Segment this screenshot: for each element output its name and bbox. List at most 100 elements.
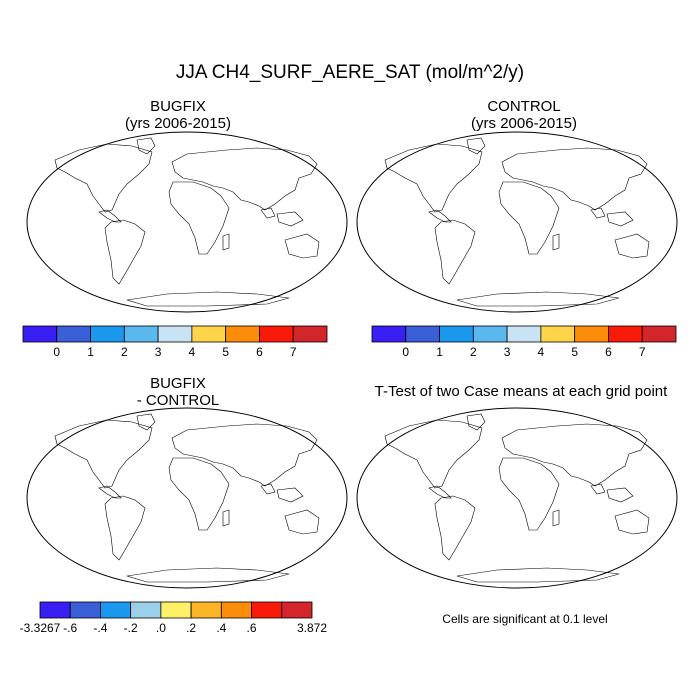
bugfix-colorbar-swatch — [157, 325, 193, 343]
control-field-cell — [557, 170, 563, 175]
diff-field-cell — [218, 454, 224, 458]
diff-colorbar-swatch — [39, 601, 71, 619]
diff-field-patch — [75, 442, 99, 454]
control-colorbar-tick-label: 4 — [538, 345, 545, 359]
bugfix-field-cell — [275, 187, 281, 191]
significance-note: Cells are significant at 0.1 level — [442, 612, 608, 626]
bugfix-field-cell — [289, 248, 294, 253]
bugfix-field-cell — [202, 161, 209, 164]
significant-cell — [513, 441, 519, 445]
bugfix-field-cell — [115, 232, 123, 237]
diff-field-cell — [125, 529, 133, 534]
ttest-coastline — [384, 413, 650, 583]
control-colorbar-swatch — [506, 325, 542, 343]
diff-field-cell — [114, 529, 122, 532]
control-field-cell — [522, 227, 528, 232]
diff-field-cell — [290, 452, 295, 455]
control-field-cell — [591, 195, 597, 200]
significant-cell — [469, 519, 475, 523]
significant-cell — [524, 442, 528, 446]
bugfix-title: BUGFIX — [150, 98, 206, 115]
bugfix-colorbar-tick-label: 6 — [256, 345, 263, 359]
control-field-patch — [405, 149, 449, 167]
significant-cell — [443, 432, 448, 436]
control-field-patch — [589, 174, 605, 198]
control-field-cell — [544, 175, 548, 179]
control-coastline — [384, 137, 650, 307]
diff-field-patch — [225, 432, 281, 456]
bugfix-colorbar-swatch — [225, 325, 260, 343]
bugfix-field-cell — [92, 170, 96, 174]
control-field-patch — [609, 236, 629, 252]
bugfix-field-patch — [279, 236, 299, 252]
diff-field-cell — [192, 439, 200, 442]
significant-cell — [451, 513, 457, 517]
significant-cell — [532, 474, 536, 478]
significant-cell — [459, 508, 464, 513]
significant-cell — [438, 426, 443, 431]
ttest-significance-layer — [419, 424, 629, 537]
diff-field-patch — [281, 510, 305, 526]
bugfix-field-cell — [285, 158, 292, 162]
significant-cell — [460, 501, 466, 504]
significant-cell — [592, 457, 596, 461]
control-field-cell — [521, 163, 526, 169]
diff-field-patch — [175, 436, 199, 448]
significant-cell — [452, 514, 457, 516]
control-field-cell — [436, 162, 443, 165]
control-field-cell — [647, 165, 649, 170]
control-field-cell — [563, 157, 568, 162]
bugfix-field-cell — [292, 227, 299, 232]
significant-cell — [448, 520, 452, 523]
significant-cell — [545, 504, 549, 508]
control-field-cell — [610, 246, 615, 250]
bugfix-colorbar-swatch — [22, 325, 58, 343]
diff-field-cell — [174, 441, 181, 446]
control-field-cell — [630, 227, 638, 231]
bugfix-field-cell — [123, 223, 130, 228]
bugfix-colorbar-tick-label: 1 — [87, 345, 94, 359]
control-map-border — [356, 131, 678, 313]
bugfix-field-patch — [75, 149, 119, 167]
bugfix-subtitle: (yrs 2006-2015) — [125, 115, 231, 132]
control-field-patch — [443, 147, 471, 161]
control-field-patch — [479, 144, 495, 152]
significant-cell — [546, 466, 550, 469]
figure-title: JJA CH4_SURF_AERE_SAT (mol/m^2/y) — [175, 62, 525, 83]
diff-colorbar-swatch — [281, 601, 313, 619]
control-field-patch — [407, 160, 427, 172]
bugfix-field-cell — [72, 166, 77, 169]
bugfix-field-cell — [303, 168, 310, 171]
diff-colorbar-tick-label: -.4 — [93, 621, 107, 635]
significant-cell — [445, 523, 449, 528]
control-field-cell — [405, 161, 410, 167]
significant-cell — [584, 456, 590, 461]
significant-cell — [446, 526, 450, 531]
control-colorbar-swatch — [371, 325, 407, 343]
significant-cell — [531, 477, 535, 482]
significant-cell — [566, 434, 571, 439]
diff-colorbar-swatch — [190, 601, 222, 619]
diff-field-cell — [241, 441, 245, 444]
bugfix-field-cell — [195, 228, 202, 232]
bugfix-field-cell — [300, 166, 305, 172]
significant-cell — [454, 529, 459, 533]
significant-cell — [523, 434, 529, 437]
significant-cell — [536, 478, 541, 483]
significant-cell — [624, 518, 628, 521]
diff-field-cell — [227, 437, 232, 441]
significant-cell — [458, 519, 463, 523]
significant-cell — [623, 515, 626, 517]
significant-cell — [526, 433, 531, 437]
diff-field-cell — [134, 434, 140, 437]
control-field-cell — [586, 157, 593, 162]
significant-cell — [526, 469, 530, 474]
significant-cell — [569, 434, 573, 438]
significant-cell — [461, 503, 467, 507]
significant-cell — [569, 444, 572, 449]
diff-field-cell — [128, 509, 134, 514]
bugfix-field-cell — [140, 158, 144, 163]
bugfix-colorbar-swatch — [191, 325, 227, 343]
control-field-cell — [564, 182, 569, 187]
control-field-cell — [454, 231, 461, 236]
